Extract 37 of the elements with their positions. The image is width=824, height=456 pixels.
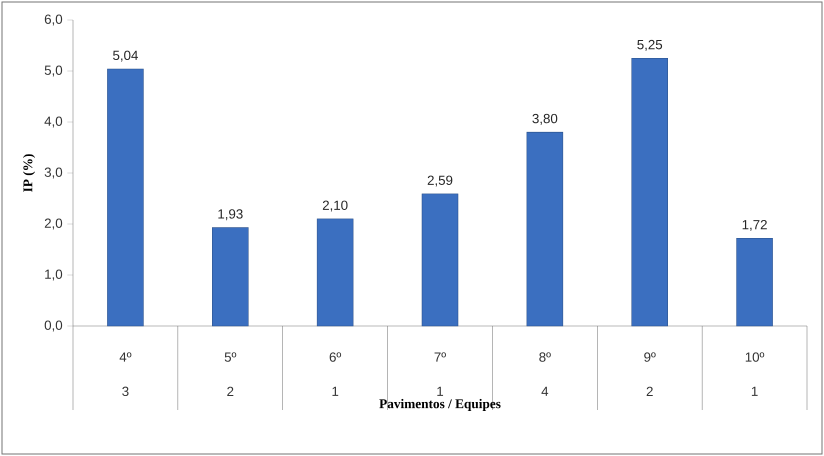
y-tick-label: 3,0 <box>44 168 62 178</box>
text: 1 <box>752 386 758 396</box>
x-tick-label: 6º <box>330 352 342 362</box>
text: 1 <box>437 386 444 396</box>
y-tick-label: 2,0 <box>44 218 62 230</box>
text: 2 <box>227 386 234 396</box>
bar <box>316 218 354 326</box>
x-tick-label: 5º <box>224 352 236 362</box>
text: 2 <box>646 386 653 396</box>
text: 4 <box>541 386 548 396</box>
bar <box>736 238 773 326</box>
y-tick-label: 6,0 <box>44 14 62 26</box>
x-tick-label: 9º <box>644 352 656 362</box>
data-label: 2,59 <box>428 176 452 187</box>
data-label: 5,25 <box>637 40 662 51</box>
x-tick-label: 7º <box>434 352 446 362</box>
x-tick-label: 8º <box>539 352 551 362</box>
y-tick-label: 4,0 <box>44 116 62 128</box>
bar <box>631 58 668 326</box>
x-tick-label: 10º <box>746 352 764 362</box>
bar <box>107 68 144 326</box>
data-label: 2,10 <box>322 200 348 212</box>
data-label: 1,93 <box>218 209 243 220</box>
y-tick-label: 5,0 <box>44 66 62 76</box>
bar <box>526 132 564 326</box>
bar <box>212 227 249 326</box>
text: 3 <box>122 386 129 396</box>
data-label: 5,04 <box>113 50 138 62</box>
y-tick-label: 1,0 <box>45 270 62 280</box>
x-tick-label: 4º <box>120 352 132 362</box>
x-axis-title: Pavimentos / Equipes <box>379 398 501 411</box>
bar <box>422 194 458 326</box>
data-label: 3,80 <box>532 114 558 125</box>
y-axis-title: IP (%) <box>22 154 36 192</box>
data-label: 1,72 <box>742 220 767 231</box>
y-tick-label: 0,0 <box>44 320 62 332</box>
text: 1 <box>332 386 338 396</box>
